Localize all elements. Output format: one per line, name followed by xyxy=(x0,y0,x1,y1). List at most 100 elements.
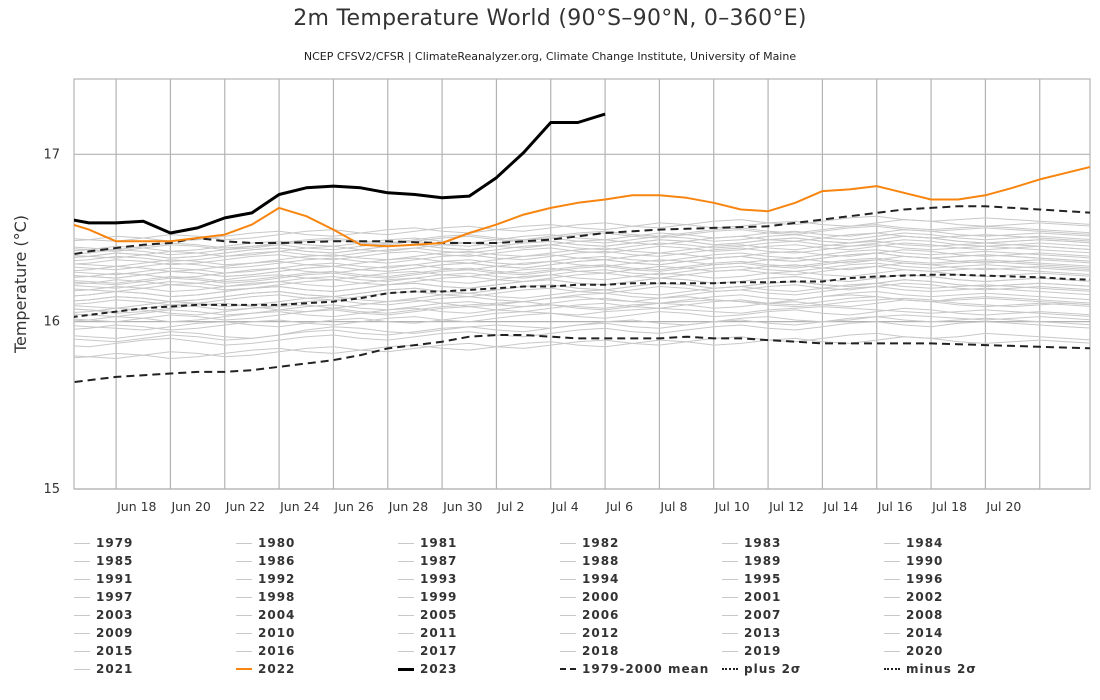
history-line-2009 xyxy=(74,244,1090,271)
x-tick-label: Jul 8 xyxy=(659,499,687,514)
legend-line-icon xyxy=(398,650,414,652)
legend-item-1984[interactable]: 1984 xyxy=(884,534,943,552)
legend-item-2006[interactable]: 2006 xyxy=(560,606,619,624)
legend-line-icon xyxy=(236,650,252,652)
legend-line-icon xyxy=(398,667,414,671)
legend-label: 2001 xyxy=(744,590,782,604)
legend-line-icon xyxy=(236,560,252,562)
legend-item-2004[interactable]: 2004 xyxy=(236,606,295,624)
legend-label: 2006 xyxy=(582,608,620,622)
legend-item-2020[interactable]: 2020 xyxy=(884,642,943,660)
legend-line-icon xyxy=(74,632,90,634)
legend-item-1982[interactable]: 1982 xyxy=(560,534,619,552)
legend-item-2017[interactable]: 2017 xyxy=(398,642,457,660)
legend-item-2010[interactable]: 2010 xyxy=(236,624,295,642)
legend-item-1983[interactable]: 1983 xyxy=(722,534,781,552)
legend-label: 2017 xyxy=(420,644,458,658)
legend-label: 2022 xyxy=(258,662,296,676)
legend-label: 2009 xyxy=(96,626,134,640)
history-line-2012 xyxy=(74,239,1090,262)
legend-label: 1983 xyxy=(744,536,782,550)
legend-item-1993[interactable]: 1993 xyxy=(398,570,457,588)
history-line-2000 xyxy=(74,279,1090,303)
legend-item-1989[interactable]: 1989 xyxy=(722,552,781,570)
legend-item-minus-2-[interactable]: minus 2σ xyxy=(884,660,977,678)
history-line-2011 xyxy=(74,259,1090,286)
history-line-1997 xyxy=(74,257,1090,284)
legend-line-icon xyxy=(398,614,414,616)
legend-item-2013[interactable]: 2013 xyxy=(722,624,781,642)
legend-line-icon xyxy=(884,614,900,616)
x-tick-label: Jul 4 xyxy=(551,499,579,514)
legend-item-2023[interactable]: 2023 xyxy=(398,660,457,678)
legend-item-2002[interactable]: 2002 xyxy=(884,588,943,606)
history-line-2008 xyxy=(74,282,1090,306)
legend-item-1991[interactable]: 1991 xyxy=(74,570,133,588)
legend-item-2011[interactable]: 2011 xyxy=(398,624,457,642)
legend-item-2007[interactable]: 2007 xyxy=(722,606,781,624)
legend-item-2009[interactable]: 2009 xyxy=(74,624,133,642)
legend-line-icon xyxy=(560,596,576,598)
legend-item-1979[interactable]: 1979 xyxy=(74,534,133,552)
legend-line-icon xyxy=(884,668,900,670)
legend-item-plus-2-[interactable]: plus 2σ xyxy=(722,660,801,678)
legend-label: 1979-2000 mean xyxy=(582,662,710,676)
legend-item-1981[interactable]: 1981 xyxy=(398,534,457,552)
legend-label: 1986 xyxy=(258,554,296,568)
legend-item-2001[interactable]: 2001 xyxy=(722,588,781,606)
legend-item-1988[interactable]: 1988 xyxy=(560,552,619,570)
legend-item-2016[interactable]: 2016 xyxy=(236,642,295,660)
legend-item-1992[interactable]: 1992 xyxy=(236,570,295,588)
legend-label: 2021 xyxy=(96,662,134,676)
legend-item-2021[interactable]: 2021 xyxy=(74,660,133,678)
legend-item-2015[interactable]: 2015 xyxy=(74,642,133,660)
x-tick-label: Jul 16 xyxy=(877,499,913,514)
x-tick-label: Jul 18 xyxy=(931,499,967,514)
legend-line-icon xyxy=(74,542,90,544)
legend-item-1987[interactable]: 1987 xyxy=(398,552,457,570)
legend-item-1985[interactable]: 1985 xyxy=(74,552,133,570)
x-tick-label: Jul 12 xyxy=(768,499,804,514)
legend-line-icon xyxy=(560,632,576,634)
legend-item-2018[interactable]: 2018 xyxy=(560,642,619,660)
legend-line-icon xyxy=(722,650,738,652)
y-tick-label: 17 xyxy=(43,147,60,162)
legend-item-1986[interactable]: 1986 xyxy=(236,552,295,570)
history-line-2007 xyxy=(74,249,1090,276)
legend-line-icon xyxy=(236,596,252,598)
legend-item-1995[interactable]: 1995 xyxy=(722,570,781,588)
legend-item-2008[interactable]: 2008 xyxy=(884,606,943,624)
legend-item-2019[interactable]: 2019 xyxy=(722,642,781,660)
y-tick-label: 15 xyxy=(43,482,60,497)
legend-item-2000[interactable]: 2000 xyxy=(560,588,619,606)
legend-item-1996[interactable]: 1996 xyxy=(884,570,943,588)
legend-label: 2019 xyxy=(744,644,782,658)
legend-label: 2007 xyxy=(744,608,782,622)
legend-item-2014[interactable]: 2014 xyxy=(884,624,943,642)
legend-label: 1980 xyxy=(258,536,296,550)
legend-label: 1979 xyxy=(96,536,134,550)
history-line-1986 xyxy=(74,307,1090,331)
legend-item-1997[interactable]: 1997 xyxy=(74,588,133,606)
legend-label: 2013 xyxy=(744,626,782,640)
x-tick-label: Jun 26 xyxy=(333,499,373,514)
history-line-1992 xyxy=(74,336,1090,359)
legend-item-2005[interactable]: 2005 xyxy=(398,606,457,624)
legend-item-2022[interactable]: 2022 xyxy=(236,660,295,678)
legend-item-1979-2000-mean[interactable]: 1979-2000 mean xyxy=(560,660,709,678)
legend-label: 2016 xyxy=(258,644,296,658)
plus-2sigma-line-plus-2- xyxy=(74,205,1090,256)
legend-item-1980[interactable]: 1980 xyxy=(236,534,295,552)
history-line-1980 xyxy=(74,297,1090,316)
legend-item-1998[interactable]: 1998 xyxy=(236,588,295,606)
legend-item-2012[interactable]: 2012 xyxy=(560,624,619,642)
legend-label: 1995 xyxy=(744,572,782,586)
legend-item-1994[interactable]: 1994 xyxy=(560,570,619,588)
legend-line-icon xyxy=(236,542,252,544)
legend-label: 1989 xyxy=(744,554,782,568)
legend-item-1999[interactable]: 1999 xyxy=(398,588,457,606)
legend-item-1990[interactable]: 1990 xyxy=(884,552,943,570)
legend-item-2003[interactable]: 2003 xyxy=(74,606,133,624)
x-tick-label: Jun 20 xyxy=(170,499,210,514)
